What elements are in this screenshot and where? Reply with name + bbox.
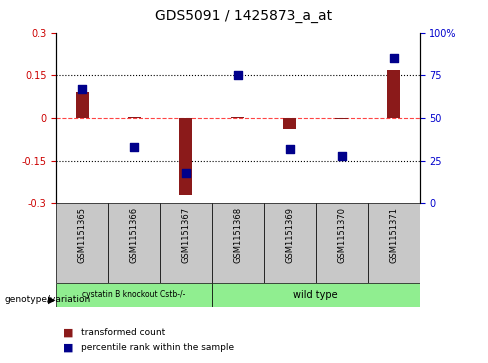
Text: GSM1151370: GSM1151370 [337,207,346,263]
Text: genotype/variation: genotype/variation [5,295,91,304]
Text: wild type: wild type [293,290,338,300]
Bar [212,283,420,307]
Bar [231,117,244,118]
Text: GSM1151371: GSM1151371 [389,207,398,263]
Bar [56,283,212,307]
Point [390,55,398,61]
Text: GSM1151368: GSM1151368 [233,207,243,264]
Point [78,86,86,92]
Bar [76,93,89,118]
Point [130,144,138,150]
Bar [56,203,108,283]
Point [182,170,190,175]
Text: percentile rank within the sample: percentile rank within the sample [81,343,234,352]
Bar [387,70,400,118]
Bar [160,203,212,283]
Bar [108,203,160,283]
Text: GSM1151367: GSM1151367 [182,207,190,264]
Text: GSM1151369: GSM1151369 [285,207,294,263]
Text: GDS5091 / 1425873_a_at: GDS5091 / 1425873_a_at [156,9,332,23]
Text: cystatin B knockout Cstb-/-: cystatin B knockout Cstb-/- [82,290,186,299]
Text: ▶: ▶ [48,294,55,305]
Text: ■: ■ [63,327,74,337]
Bar [316,203,368,283]
Point [286,146,294,152]
Bar [127,117,141,118]
Bar [264,203,316,283]
Point [338,152,346,158]
Bar [284,118,296,129]
Bar [368,203,420,283]
Text: GSM1151365: GSM1151365 [78,207,86,263]
Bar [212,203,264,283]
Text: GSM1151366: GSM1151366 [129,207,139,264]
Point [234,73,242,78]
Text: transformed count: transformed count [81,328,165,337]
Bar [180,118,192,195]
Bar [335,118,348,119]
Text: ■: ■ [63,343,74,353]
